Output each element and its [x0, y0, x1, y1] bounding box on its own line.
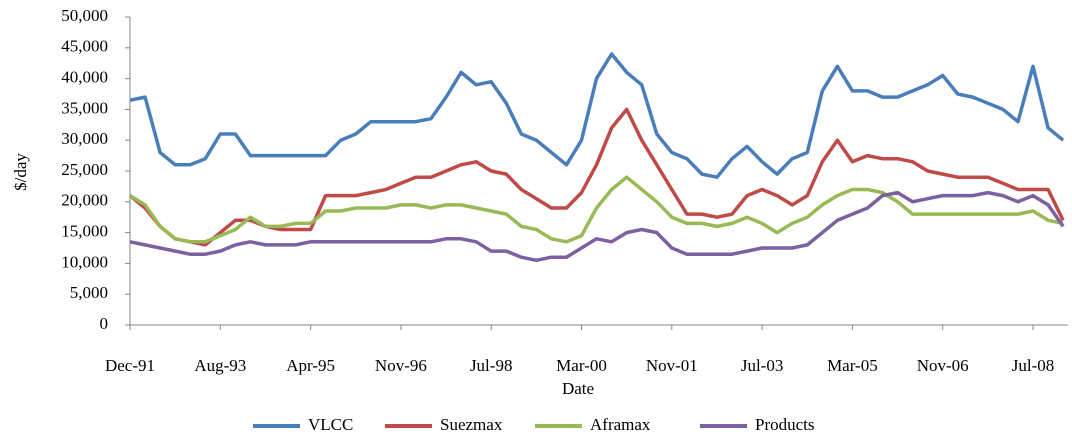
y-tick-label: 35,000 [61, 98, 108, 117]
legend-label: Products [755, 415, 815, 434]
x-tick-label: Dec-91 [105, 356, 155, 375]
y-tick-label: 45,000 [61, 37, 108, 56]
legend-label: VLCC [308, 415, 353, 434]
x-tick-label: Nov-96 [375, 356, 427, 375]
y-tick-label: 30,000 [61, 129, 108, 148]
legend-label: Suezmax [440, 415, 503, 434]
y-tick-label: 0 [100, 314, 109, 333]
y-tick-label: 50,000 [61, 6, 108, 25]
x-tick-label: Jul-03 [741, 356, 784, 375]
series-line [129, 190, 1065, 263]
y-tick-label: 15,000 [61, 222, 108, 241]
y-tick-label: 25,000 [61, 160, 108, 179]
x-tick-label: Mar-00 [556, 356, 607, 375]
series-line [128, 107, 1065, 247]
y-tick-label: 10,000 [61, 252, 108, 271]
series-line [129, 175, 1064, 244]
x-tick-label: Apr-95 [286, 356, 335, 375]
y-tick-label: 20,000 [61, 191, 108, 210]
y-axis-title: $/day [11, 153, 30, 191]
x-tick-label: Mar-05 [827, 356, 878, 375]
x-tick-label: Nov-01 [646, 356, 698, 375]
x-tick-label: Nov-06 [917, 356, 969, 375]
legend-label: Aframax [590, 415, 651, 434]
series-line [129, 52, 1065, 179]
y-tick-label: 40,000 [61, 68, 108, 87]
x-axis-title: Date [562, 379, 594, 398]
x-tick-label: Jul-08 [1012, 356, 1055, 375]
y-tick-label: 5,000 [70, 283, 108, 302]
x-tick-label: Jul-98 [470, 356, 513, 375]
x-tick-label: Aug-93 [194, 356, 246, 375]
